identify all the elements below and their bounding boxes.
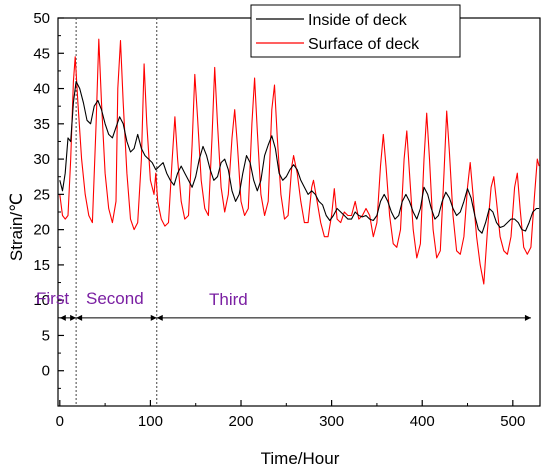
x-tick-label: 100: [138, 413, 163, 430]
x-tick-label: 400: [410, 413, 435, 430]
phase-labels: First Second Third: [36, 289, 248, 309]
phase-label-third: Third: [209, 290, 248, 309]
x-axis-label: Time/Hour: [261, 449, 340, 468]
y-tick-label: 35: [33, 116, 50, 133]
legend-label-inside: Inside of deck: [308, 12, 408, 29]
phase-label-first: First: [36, 289, 69, 308]
phase-label-second: Second: [86, 289, 144, 308]
y-tick-label: 30: [33, 151, 50, 168]
x-tick-label: 200: [228, 413, 253, 430]
x-tick-label: 500: [500, 413, 525, 430]
plot-area: 0 100 200 300 400 500 0 5 10 15 20 25 30 35 40 45 50 Fir…: [33, 10, 541, 430]
x-tick-label: 300: [319, 413, 344, 430]
arrow-head: [150, 314, 157, 321]
y-tick-label: 50: [33, 10, 50, 27]
axis-ticks: 0 100 200 300 400 500 0 5 10 15 20 25 30 35 40 45 50: [33, 10, 525, 430]
y-tick-label: 15: [33, 257, 50, 274]
series-line-inside-of-deck: [59, 80, 540, 234]
arrow-head: [156, 314, 163, 321]
legend-box: [250, 4, 461, 58]
y-axis-label: Strain/℃: [7, 193, 26, 261]
y-tick-label: 25: [33, 186, 50, 203]
y-tick-label: 5: [42, 327, 50, 344]
y-tick-label: 45: [33, 45, 50, 62]
legend: Inside of deck Surface of deck: [250, 4, 461, 58]
y-tick-label: 10: [33, 292, 50, 309]
x-tick-label: 0: [56, 413, 64, 430]
legend-label-surface: Surface of deck: [308, 36, 420, 53]
arrow-head: [70, 314, 77, 321]
y-tick-label: 20: [33, 222, 50, 239]
arrow-head: [524, 314, 531, 321]
y-tick-label: 0: [42, 363, 50, 380]
arrow-head: [76, 314, 83, 321]
arrow-head: [59, 314, 66, 321]
phase-arrows: [59, 314, 531, 321]
series-group: [59, 38, 540, 285]
y-tick-label: 40: [33, 81, 50, 98]
series-line-surface-of-deck: [59, 38, 540, 285]
